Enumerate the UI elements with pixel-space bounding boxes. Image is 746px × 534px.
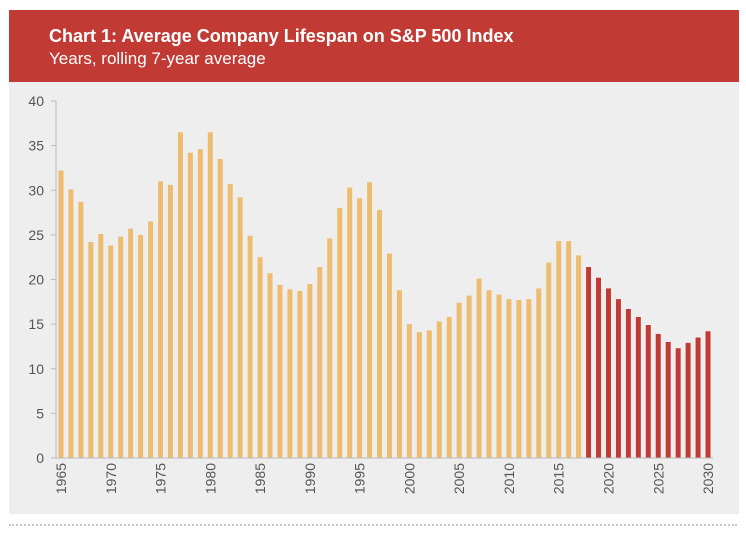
bar-historical bbox=[426, 330, 432, 458]
bar-historical bbox=[496, 294, 502, 458]
bar-historical bbox=[446, 316, 452, 458]
y-tick-label: 40 bbox=[28, 93, 44, 109]
x-tick-label: 2000 bbox=[401, 463, 417, 494]
bar-historical bbox=[406, 324, 412, 458]
x-tick-label: 1975 bbox=[153, 463, 169, 494]
bar-historical bbox=[197, 149, 203, 458]
bar-forecast bbox=[695, 337, 701, 458]
bar-historical bbox=[466, 295, 472, 458]
bar-historical bbox=[297, 291, 303, 458]
bar-historical bbox=[347, 187, 353, 458]
y-tick-label: 30 bbox=[28, 182, 44, 198]
x-tick-label: 1985 bbox=[252, 463, 268, 494]
bar-forecast bbox=[645, 325, 651, 458]
bar-forecast bbox=[605, 288, 611, 458]
bar-historical bbox=[287, 289, 293, 458]
bar-historical bbox=[138, 234, 144, 458]
bar-historical bbox=[128, 228, 134, 458]
bar-historical bbox=[68, 189, 74, 459]
bar-historical bbox=[337, 208, 343, 458]
bar-forecast bbox=[596, 277, 602, 458]
bar-historical bbox=[456, 302, 462, 458]
bar-forecast bbox=[655, 333, 661, 458]
bar-historical bbox=[506, 299, 512, 458]
bar-historical bbox=[277, 284, 283, 458]
title-banner: Chart 1: Average Company Lifespan on S&P… bbox=[9, 10, 739, 82]
bar-historical bbox=[148, 221, 154, 458]
bar-historical bbox=[167, 184, 173, 458]
x-tick-label: 1965 bbox=[53, 463, 69, 494]
x-tick-label: 2030 bbox=[700, 463, 716, 494]
chart-title: Chart 1: Average Company Lifespan on S&P… bbox=[49, 26, 514, 46]
x-tick-label: 1970 bbox=[103, 463, 119, 494]
bar-historical bbox=[546, 262, 552, 458]
bar-forecast bbox=[586, 267, 592, 458]
bar-historical bbox=[317, 267, 323, 458]
bar-historical bbox=[386, 253, 392, 458]
bar-historical bbox=[416, 332, 422, 458]
bar-historical bbox=[536, 288, 542, 458]
bar-historical bbox=[436, 321, 442, 458]
bar-historical bbox=[257, 257, 263, 458]
bar-historical bbox=[486, 290, 492, 458]
bar-historical bbox=[78, 201, 84, 459]
bar-historical bbox=[357, 198, 363, 458]
bar-historical bbox=[566, 241, 572, 458]
y-tick-label: 15 bbox=[28, 316, 44, 332]
bar-forecast bbox=[665, 341, 671, 458]
bar-forecast bbox=[615, 299, 621, 458]
bar-forecast bbox=[685, 342, 691, 458]
y-tick-label: 20 bbox=[28, 272, 44, 288]
bar-forecast bbox=[635, 316, 641, 458]
bar-historical bbox=[98, 233, 104, 458]
bar-historical bbox=[576, 255, 582, 458]
bar-historical bbox=[367, 182, 373, 458]
bar-historical bbox=[327, 238, 333, 458]
x-tick-label: 2010 bbox=[501, 463, 517, 494]
dotted-divider bbox=[9, 524, 737, 526]
bar-historical bbox=[217, 159, 223, 458]
bar-historical bbox=[247, 235, 253, 458]
bar-forecast bbox=[625, 308, 631, 458]
bar-historical bbox=[556, 241, 562, 458]
bar-historical bbox=[396, 290, 402, 458]
bar-forecast bbox=[675, 348, 681, 458]
x-tick-label: 2015 bbox=[551, 463, 567, 494]
bar-historical bbox=[158, 181, 164, 458]
y-tick-label: 10 bbox=[28, 361, 44, 377]
bar-historical bbox=[177, 132, 183, 459]
x-tick-label: 2025 bbox=[650, 463, 666, 494]
bar-historical bbox=[237, 197, 243, 458]
y-tick-label: 25 bbox=[28, 227, 44, 243]
bar-historical bbox=[207, 132, 213, 459]
bar-historical bbox=[88, 242, 94, 458]
bar-historical bbox=[58, 170, 64, 459]
bar-historical bbox=[187, 152, 193, 458]
bar-historical bbox=[516, 300, 522, 458]
bar-historical bbox=[227, 184, 233, 458]
bar-historical bbox=[108, 245, 114, 458]
chart-subtitle: Years, rolling 7-year average bbox=[49, 49, 266, 68]
x-tick-label: 1995 bbox=[352, 463, 368, 494]
x-tick-label: 1980 bbox=[202, 463, 218, 494]
bar-forecast bbox=[705, 331, 711, 458]
bar-historical bbox=[307, 283, 313, 458]
bar-historical bbox=[267, 273, 273, 458]
y-tick-label: 5 bbox=[36, 405, 44, 421]
y-tick-label: 35 bbox=[28, 138, 44, 154]
x-tick-label: 2020 bbox=[600, 463, 616, 494]
x-tick-label: 1990 bbox=[302, 463, 318, 494]
bar-historical bbox=[118, 236, 124, 458]
bar-historical bbox=[377, 209, 383, 458]
x-tick-label: 2005 bbox=[451, 463, 467, 494]
bar-historical bbox=[526, 299, 532, 458]
y-tick-label: 0 bbox=[36, 450, 44, 466]
bar-historical bbox=[476, 278, 482, 458]
